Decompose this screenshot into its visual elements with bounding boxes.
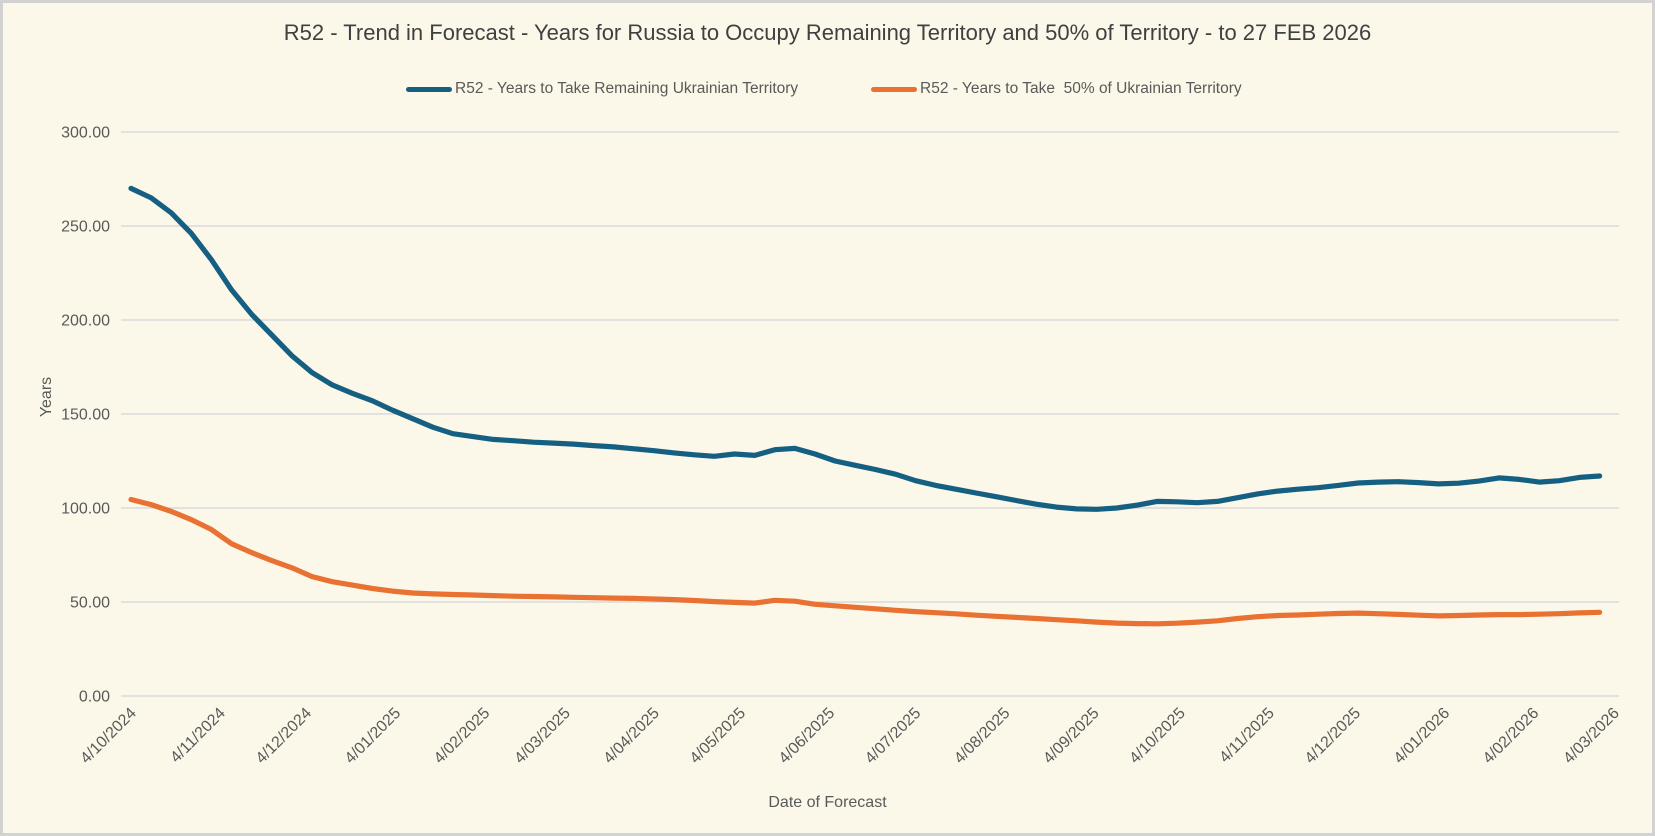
x-tick-label: 4/02/2026 [1480, 705, 1542, 767]
y-tick-label: 50.00 [70, 595, 110, 612]
x-axis-title: Date of Forecast [768, 794, 887, 811]
x-tick-label: 4/02/2025 [431, 705, 493, 767]
x-tick-label: 4/01/2026 [1391, 705, 1453, 767]
x-tick-label: 4/10/2024 [77, 705, 139, 767]
x-tick-label: 4/11/2025 [1216, 705, 1278, 767]
y-tick-label: 300.00 [61, 125, 110, 142]
x-tick-label: 4/03/2026 [1560, 705, 1622, 767]
legend-item-fifty-percent[interactable]: R52 - Years to Take 50% of Ukrainian Ter… [871, 80, 1242, 98]
x-tick-label: 4/10/2025 [1126, 705, 1188, 767]
y-tick-label: 0.00 [79, 689, 110, 706]
series-line-1 [128, 496, 1603, 627]
y-tick-labels: 300.00 250.00 200.00 150.00 100.00 50.00 0.00 [61, 125, 110, 706]
series-lines [128, 185, 1603, 627]
x-tick-label: 4/09/2025 [1040, 705, 1102, 767]
x-tick-label: 4/12/2025 [1302, 705, 1364, 767]
y-tick-label: 200.00 [61, 313, 110, 330]
y-tick-label: 250.00 [61, 219, 110, 236]
gridlines [121, 131, 1619, 697]
legend-line-swatch-icon [406, 86, 452, 92]
legend-line-swatch-icon [871, 86, 917, 92]
plot-area: 300.00250.00200.00150.00100.0050.000.00 … [61, 125, 1623, 768]
legend-label-remaining-territory: R52 - Years to Take Remaining Ukrainian … [455, 80, 799, 97]
x-tick-label: 4/01/2025 [342, 705, 404, 767]
x-tick-labels: 4/10/2024 4/11/2024 4/12/2024 4/01/2025 4/02… [77, 705, 1622, 767]
x-tick-label: 4/12/2024 [253, 705, 315, 767]
x-tick-label: 4/06/2025 [776, 705, 838, 767]
y-tick-label: 100.00 [61, 501, 110, 518]
x-tick-label: 4/03/2025 [511, 705, 573, 767]
x-tick-label: 4/07/2025 [862, 705, 924, 767]
series-line-0 [128, 185, 1603, 512]
x-tick-label: 4/04/2025 [601, 705, 663, 767]
x-tick-label: 4/11/2024 [167, 705, 229, 767]
legend-item-remaining-territory[interactable]: R52 - Years to Take Remaining Ukrainian … [406, 80, 798, 98]
legend-label-fifty-percent: R52 - Years to Take 50% of Ukrainian Ter… [920, 80, 1242, 97]
y-tick-label: 150.00 [61, 407, 110, 424]
x-tick-label: 4/05/2025 [687, 705, 749, 767]
chart-title: R52 - Trend in Forecast - Years for Russ… [283, 20, 1372, 45]
x-tick-label: 4/08/2025 [951, 705, 1013, 767]
